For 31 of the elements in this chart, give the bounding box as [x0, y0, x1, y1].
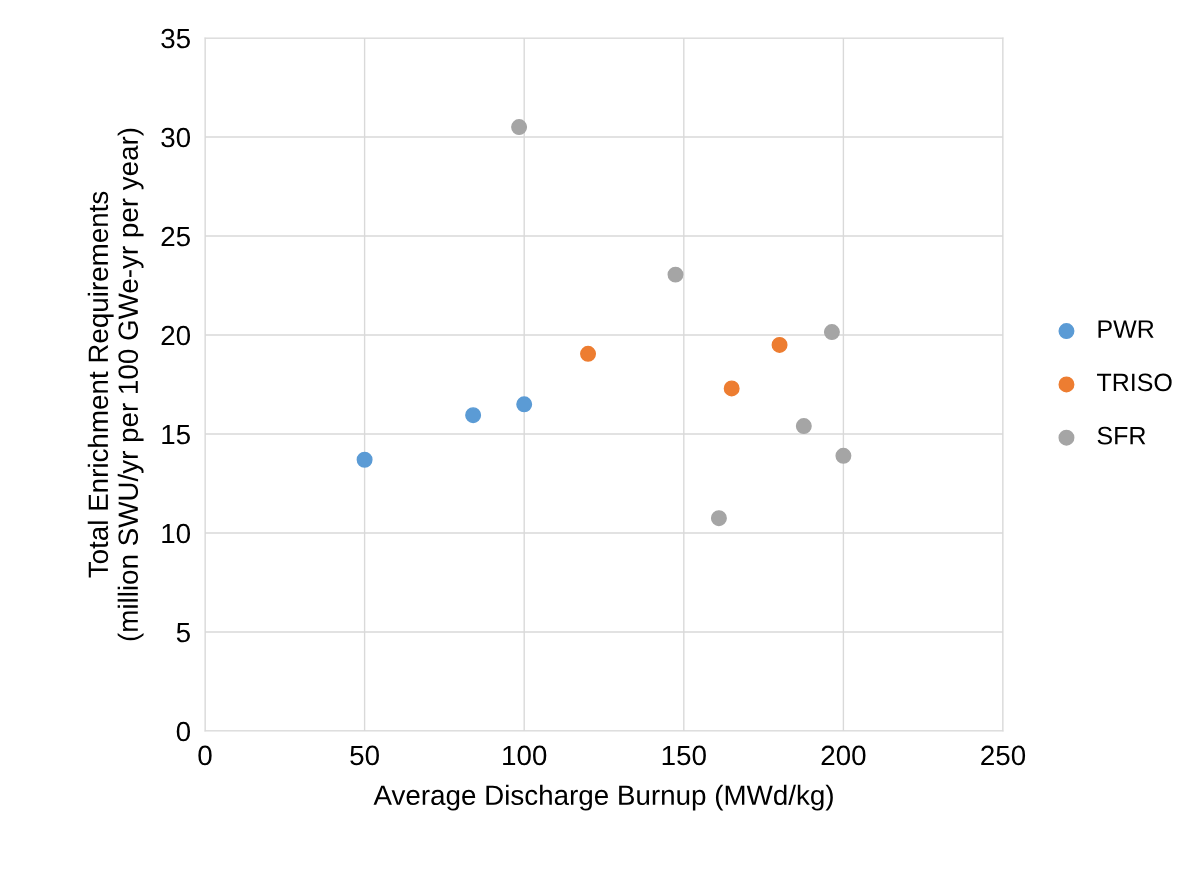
x-axis-title: Average Discharge Burnup (MWd/kg)	[373, 784, 833, 811]
point	[723, 380, 740, 397]
y-tick-label: 35	[161, 28, 190, 49]
y-tick-label: 10	[162, 523, 191, 544]
x-tick-label: 0	[198, 745, 212, 766]
point	[356, 451, 373, 468]
legend-label: TRISO	[1097, 373, 1172, 392]
point	[795, 418, 812, 435]
point	[823, 324, 840, 341]
point	[710, 510, 727, 527]
y-tick-label: 5	[176, 622, 190, 643]
point	[667, 266, 684, 283]
point	[580, 345, 597, 362]
point	[835, 447, 852, 464]
y-tick-label: 20	[161, 325, 191, 346]
x-tick-label: 250	[981, 745, 1026, 766]
x-tick-label: 100	[503, 745, 547, 766]
point	[771, 336, 788, 353]
y-tick-label: 15	[162, 424, 190, 445]
point	[511, 119, 528, 136]
y-tick-label: 25	[161, 226, 190, 247]
x-tick-label: 200	[821, 745, 866, 766]
point	[516, 396, 533, 413]
y-tick-label: 0	[176, 721, 191, 742]
x-tick-label: 50	[350, 745, 379, 766]
legend-label: PWR	[1098, 320, 1154, 338]
x-tick-label: 150	[662, 745, 706, 766]
legend-label: SFR	[1097, 426, 1146, 445]
y-tick-label: 30	[161, 127, 191, 148]
point	[465, 407, 482, 424]
y-axis-title: Total Enrichment Requirements (million SWU/yr per 100 GWe-yr per year)	[87, 128, 144, 641]
